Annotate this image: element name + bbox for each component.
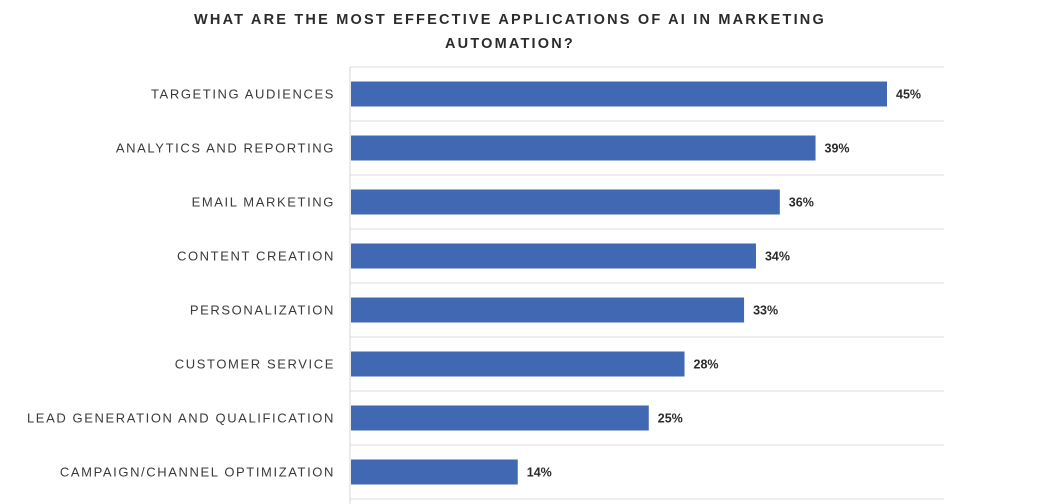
chart-title: WHAT ARE THE MOST EFFECTIVE APPLICATIONS… — [120, 8, 900, 56]
category-label: CONTENT CREATION — [177, 249, 335, 264]
bar — [351, 459, 518, 485]
bar — [351, 135, 816, 161]
category-label: CUSTOMER SERVICE — [175, 357, 335, 372]
category-label: CAMPAIGN/CHANNEL OPTIMIZATION — [60, 465, 335, 480]
bar — [351, 243, 756, 269]
data-label: 36% — [789, 196, 814, 210]
bar — [351, 351, 685, 377]
category-label: ANALYTICS AND REPORTING — [116, 141, 335, 156]
data-label: 33% — [753, 304, 778, 318]
bar — [351, 405, 649, 431]
data-label: 28% — [694, 358, 719, 372]
bar — [351, 189, 780, 215]
data-label: 39% — [825, 142, 850, 156]
category-label: TARGETING AUDIENCES — [151, 87, 335, 102]
bar — [351, 297, 745, 323]
data-label: 45% — [896, 88, 921, 102]
bar — [351, 81, 887, 107]
category-label: LEAD GENERATION AND QUALIFICATION — [27, 411, 335, 426]
data-label: 34% — [765, 250, 790, 264]
category-label: PERSONALIZATION — [190, 303, 335, 318]
data-label: 25% — [658, 412, 683, 426]
category-label: EMAIL MARKETING — [192, 195, 335, 210]
chart-title-line-2: AUTOMATION? — [445, 36, 575, 52]
data-label: 14% — [527, 466, 552, 480]
chart-title-line-1: WHAT ARE THE MOST EFFECTIVE APPLICATIONS… — [194, 12, 826, 28]
